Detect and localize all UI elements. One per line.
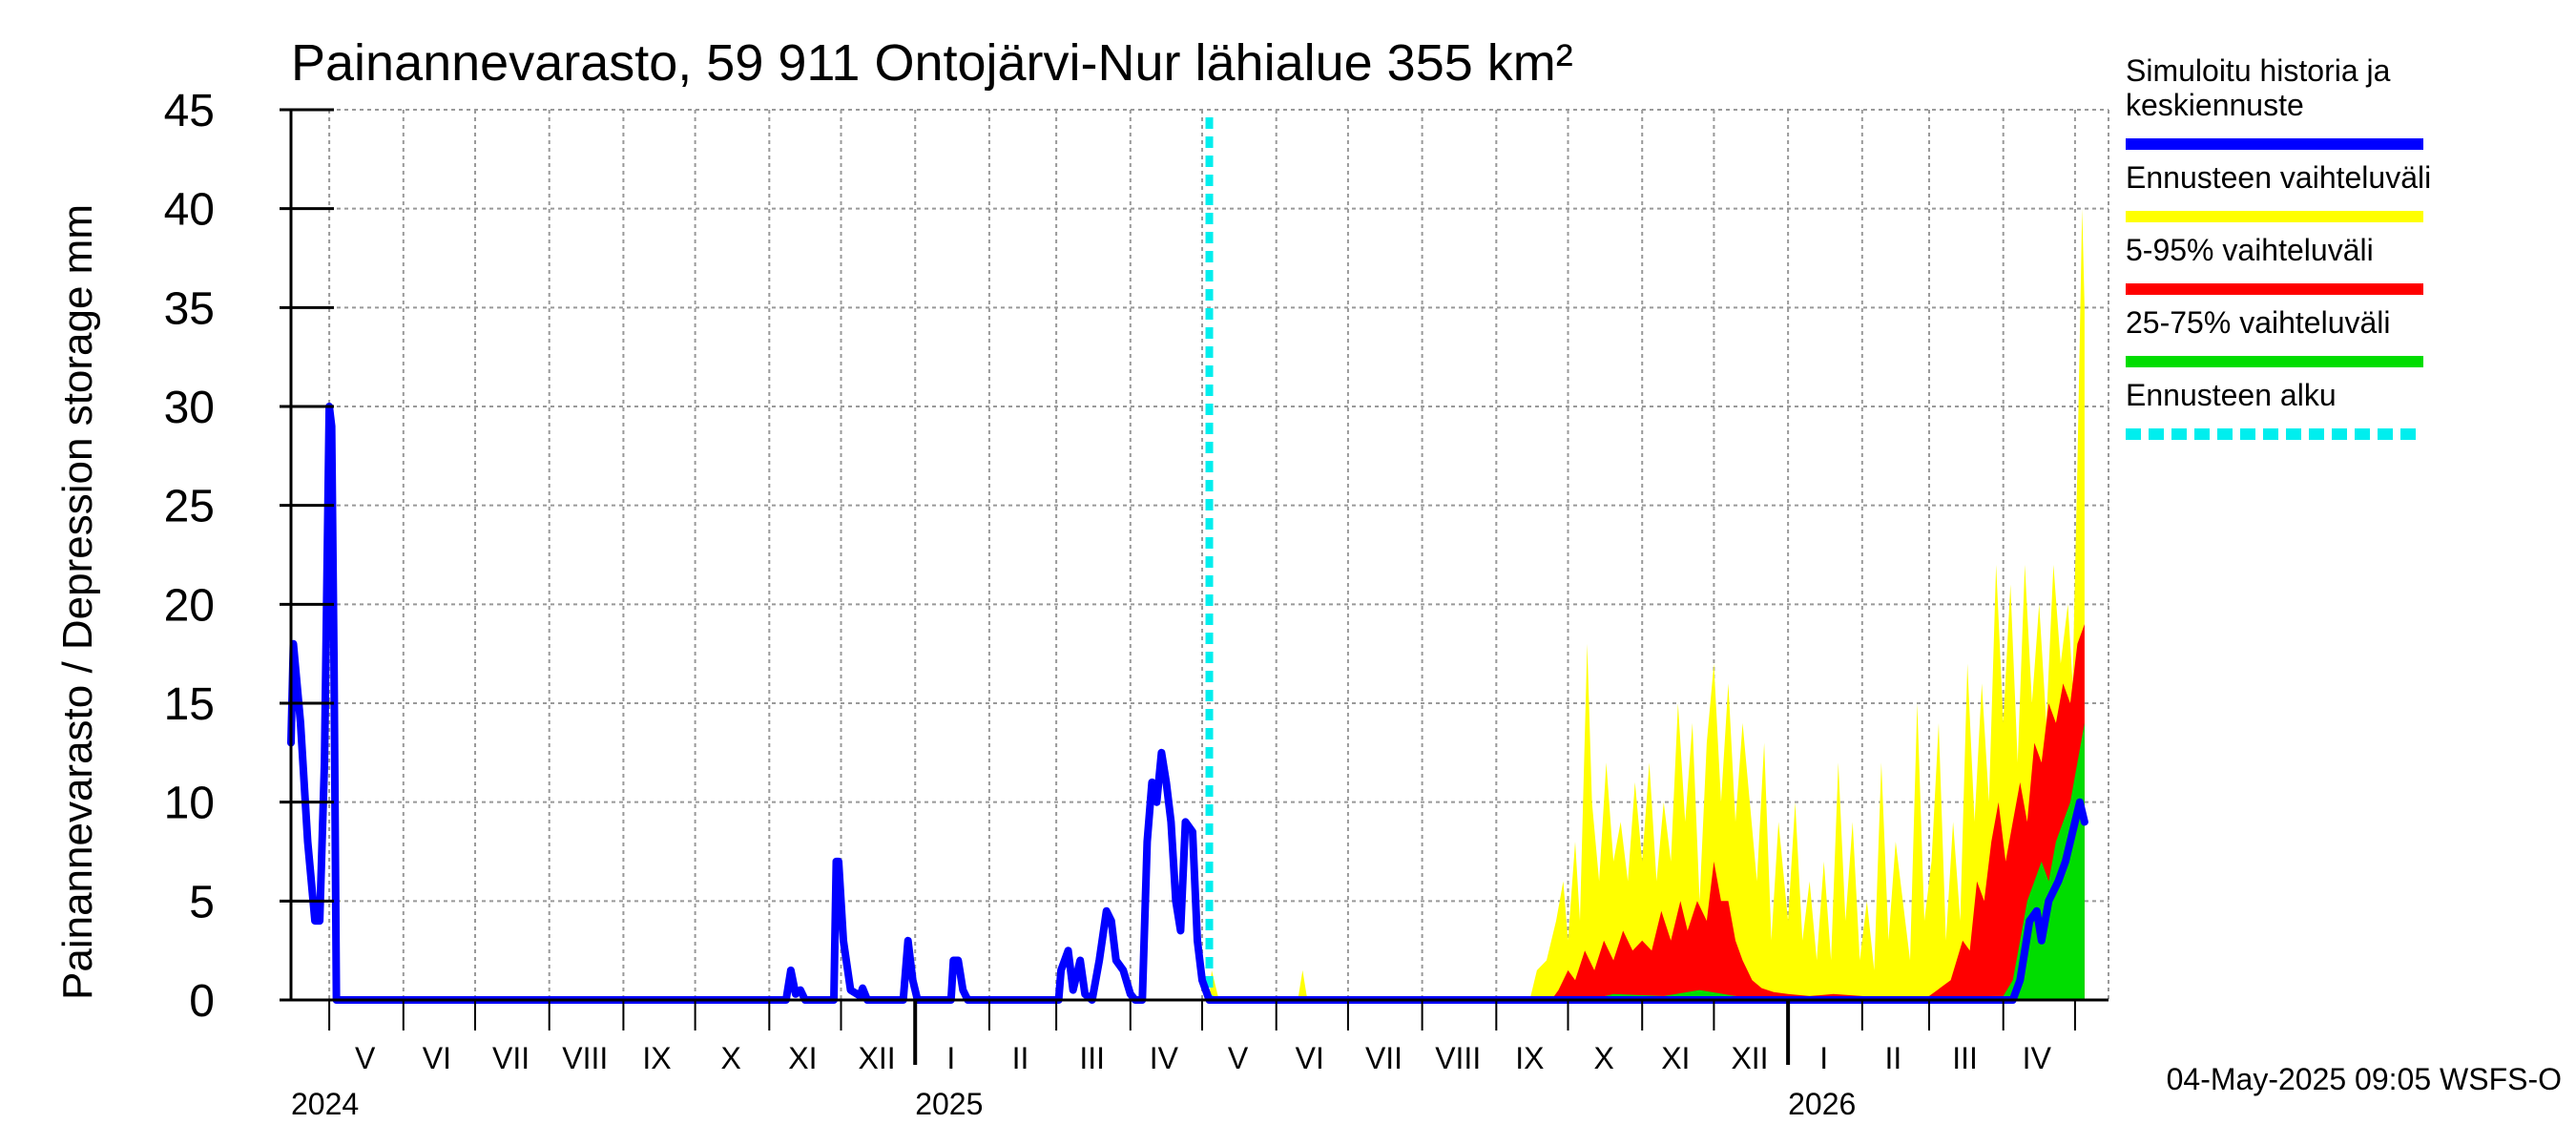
month-label: XI: [788, 1041, 817, 1075]
band-area: [1589, 722, 2085, 1000]
month-label: VII: [1365, 1041, 1402, 1075]
legend-label: keskiennuste: [2126, 88, 2304, 122]
y-tick-label: 40: [164, 185, 215, 236]
month-label: VIII: [1435, 1041, 1481, 1075]
month-label: V: [1228, 1041, 1249, 1075]
timestamp-text: 04-May-2025 09:05 WSFS-O: [2167, 1062, 2562, 1096]
month-label: V: [355, 1041, 376, 1075]
y-axis-label: Painannevarasto / Depression storage mm: [54, 204, 101, 1000]
legend-label: Simuloitu historia ja: [2126, 53, 2391, 88]
month-label: XI: [1661, 1041, 1690, 1075]
y-tick-label: 30: [164, 383, 215, 433]
month-label: XII: [859, 1041, 896, 1075]
series-line: [287, 403, 2088, 1004]
month-label: I: [1819, 1041, 1828, 1075]
y-tick-label: 5: [189, 877, 215, 927]
month-label: I: [946, 1041, 955, 1075]
month-label: III: [1079, 1041, 1105, 1075]
month-label: VIII: [562, 1041, 608, 1075]
month-label: XII: [1731, 1041, 1768, 1075]
y-tick-label: 25: [164, 482, 215, 532]
month-label: II: [1885, 1041, 1902, 1075]
legend-item: Ennusteen vaihteluväli: [2126, 160, 2431, 222]
month-label: II: [1012, 1041, 1029, 1075]
month-label: VI: [423, 1041, 451, 1075]
x-axis-labels: V VI VII VIII IX X XI XII I II III IV V VI VII VIII IX X X…: [291, 1000, 2076, 1121]
y-tick-label: 35: [164, 283, 215, 334]
year-label: 2024: [291, 1087, 359, 1121]
month-label: X: [1593, 1041, 1613, 1075]
month-label: X: [721, 1041, 741, 1075]
month-label: VII: [492, 1041, 530, 1075]
legend-label: Ennusteen vaihteluväli: [2126, 160, 2431, 195]
y-tick-label: 45: [164, 86, 215, 136]
y-tick-label: 15: [164, 679, 215, 730]
chart-title: Painannevarasto, 59 911 Ontojärvi-Nur lä…: [291, 34, 1573, 92]
legend-item: 5-95% vaihteluväli: [2126, 233, 2423, 295]
y-tick-label: 20: [164, 580, 215, 631]
month-label: IX: [1515, 1041, 1544, 1075]
y-tick-label: 10: [164, 779, 215, 829]
forecast-bands: [1205, 117, 2085, 1000]
plot-area-background: [291, 110, 2109, 1000]
legend-item: 25-75% vaihteluväli: [2126, 305, 2423, 367]
month-label: IV: [1150, 1041, 1179, 1075]
month-label: IV: [2023, 1041, 2052, 1075]
legend-label: 25-75% vaihteluväli: [2126, 305, 2391, 340]
month-label: VI: [1296, 1041, 1324, 1075]
axes: [289, 110, 2109, 1002]
legend-label: Ennusteen alku: [2126, 378, 2337, 412]
legend-item: Ennusteen alku: [2126, 378, 2423, 440]
grid-lines: [291, 109, 2109, 1000]
legend-label: 5-95% vaihteluväli: [2126, 233, 2374, 267]
y-tick-labels: 0 5 10 15 20 25 30 35 40 45: [164, 86, 334, 1027]
year-label: 2025: [915, 1087, 983, 1121]
y-tick-label: 0: [189, 976, 215, 1027]
month-label: III: [1952, 1041, 1978, 1075]
month-label: IX: [642, 1041, 671, 1075]
series-lines: [287, 403, 2088, 1004]
year-label: 2026: [1788, 1087, 1856, 1121]
